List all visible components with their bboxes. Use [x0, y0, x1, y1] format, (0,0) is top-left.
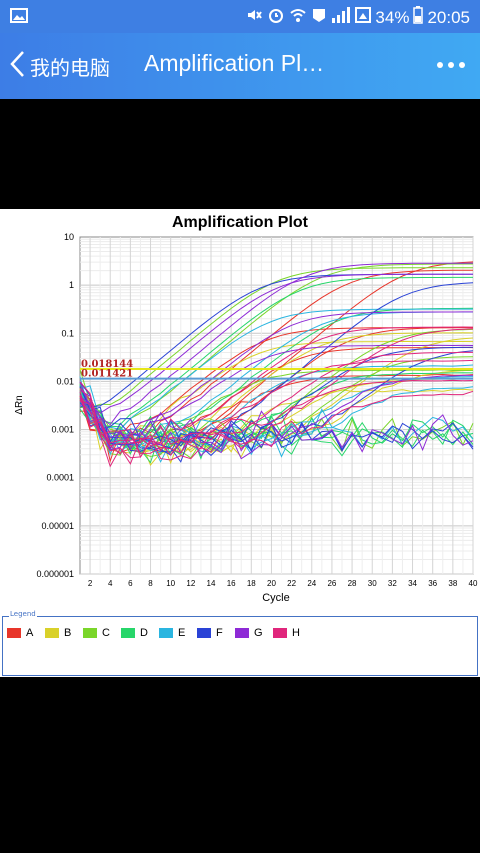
amplification-curve-g [79, 396, 474, 453]
y-tick-label: 1 [69, 280, 74, 290]
legend-item-a: A [7, 627, 33, 639]
chart-image[interactable]: Amplification Plot 0.018144 0.011421 10 1 0… [0, 209, 480, 677]
legend-label: C [102, 627, 110, 639]
legend-swatch [235, 628, 249, 638]
plot-area [79, 236, 474, 575]
back-button[interactable]: 我的电脑 [8, 51, 118, 81]
status-bar: 34% 20:05 [0, 0, 480, 33]
app-bar: 我的电脑 Amplification Pl… [0, 33, 480, 99]
battery-icon [413, 6, 424, 29]
legend-item-b: B [45, 627, 71, 639]
x-tick-label: 28 [348, 579, 357, 588]
alarm-icon [267, 6, 285, 29]
notification-icon [311, 6, 327, 29]
more-dots-icon [436, 60, 468, 79]
amplification-curve-e [79, 385, 474, 458]
x-tick-label: 20 [267, 579, 276, 588]
y-tick-label: 0.01 [56, 376, 74, 386]
screenshot-icon [355, 6, 372, 29]
amplification-curve-h [79, 328, 474, 459]
legend-item-e: E [159, 627, 185, 639]
legend-swatch [159, 628, 173, 638]
y-tick-label: 0.1 [61, 328, 74, 338]
x-tick-label: 22 [287, 579, 296, 588]
amplification-curve-c [79, 263, 473, 435]
amplification-curve-h [79, 326, 474, 447]
legend-swatch [45, 628, 59, 638]
amplification-curve-d [79, 393, 474, 460]
page-title: Amplification Pl… [144, 50, 325, 76]
threshold-label: 0.018144 [81, 359, 133, 370]
legend-swatch [273, 628, 287, 638]
x-tick-label: 38 [448, 579, 457, 588]
clock: 20:05 [427, 7, 470, 27]
x-tick-label: 12 [186, 579, 195, 588]
legend-title: Legend [9, 610, 37, 618]
legend-item-c: C [83, 627, 110, 639]
more-options-button[interactable] [436, 55, 468, 75]
y-tick-label: 0.000001 [36, 569, 74, 579]
wifi-icon [289, 6, 307, 29]
x-tick-label: 36 [428, 579, 437, 588]
legend-item-g: G [235, 627, 263, 639]
amplification-curve-g [79, 344, 474, 451]
x-tick-label: 8 [148, 579, 153, 588]
legend-item-d: D [121, 627, 148, 639]
y-tick-label: 0.00001 [41, 521, 74, 531]
x-tick-label: 26 [327, 579, 336, 588]
x-tick-label: 24 [307, 579, 316, 588]
x-tick-label: 18 [247, 579, 256, 588]
legend-swatch [83, 628, 97, 638]
amplification-curve-b [79, 340, 474, 440]
legend-label: B [64, 627, 72, 639]
x-tick-label: 32 [388, 579, 397, 588]
y-axis-label: ΔRn [14, 395, 25, 414]
legend-item-f: F [197, 627, 223, 639]
amplification-curve-d [79, 372, 474, 464]
x-tick-label: 4 [108, 579, 113, 588]
x-tick-label: 30 [368, 579, 377, 588]
x-tick-label: 10 [166, 579, 175, 588]
legend-label: E [178, 627, 186, 639]
legend-label: F [216, 627, 223, 639]
x-tick-label: 34 [408, 579, 417, 588]
legend-item-h: H [273, 627, 300, 639]
x-tick-label: 14 [207, 579, 216, 588]
x-axis-label: Cycle [262, 592, 290, 604]
amplification-curve-c [79, 369, 473, 450]
legend-label: A [26, 627, 34, 639]
legend-swatch [121, 628, 135, 638]
amplification-curve-h [79, 390, 474, 468]
y-tick-label: 10 [64, 232, 74, 242]
threshold-label: 0.011421 [81, 369, 133, 380]
amplification-curve-e [79, 308, 473, 433]
chevron-left-icon [8, 49, 26, 83]
amplification-curve-a [79, 269, 473, 446]
chart-title: Amplification Plot [172, 214, 309, 231]
legend-label: D [140, 627, 148, 639]
amplification-curve-h [79, 379, 474, 455]
legend-label: H [292, 627, 300, 639]
legend-label: G [254, 627, 263, 639]
legend-swatch [197, 628, 211, 638]
mute-icon [245, 6, 263, 29]
back-label: 我的电脑 [30, 55, 110, 80]
battery-percent: 34% [375, 7, 410, 27]
amplification-curve-d [79, 276, 473, 425]
legend-swatch [7, 628, 21, 638]
amplification-curve-g [79, 262, 474, 426]
x-tick-label: 16 [227, 579, 236, 588]
legend: Legend A B C D E F G H [2, 610, 478, 676]
y-tick-label: 0.0001 [46, 473, 74, 483]
x-tick-label: 40 [469, 579, 478, 588]
signal-icon [331, 6, 351, 29]
x-tick-label: 6 [128, 579, 133, 588]
gallery-icon [10, 8, 28, 27]
x-tick-label: 2 [88, 579, 93, 588]
amplification-curve-g [79, 273, 473, 414]
y-tick-label: 0.001 [51, 425, 74, 435]
amplification-curve-g [79, 311, 473, 439]
amplification-curve-f [79, 381, 474, 452]
